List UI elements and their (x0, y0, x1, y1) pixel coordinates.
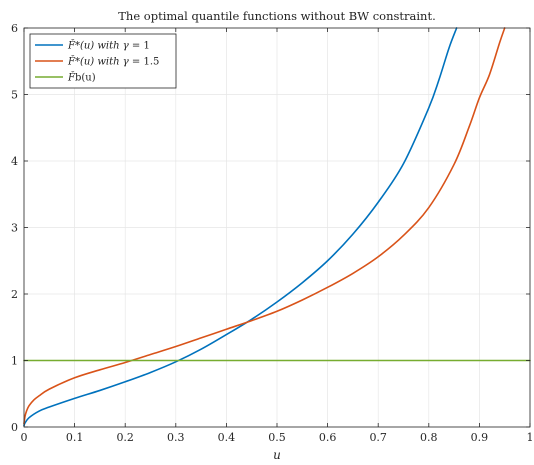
y-tick-label: 5 (11, 89, 18, 102)
x-tick-label: 0.7 (369, 431, 387, 444)
legend-label-3: F̌b(u) (67, 72, 96, 84)
x-tick-label: 0.2 (116, 431, 134, 444)
x-tick-label: 0.5 (268, 431, 286, 444)
series-line-1 (23, 27, 458, 427)
x-tick-label: 0 (21, 431, 28, 444)
x-tick-label: 0.4 (218, 431, 236, 444)
legend-label-2: F̌*(u) with γ = 1.5 (67, 56, 159, 68)
legend: F̌*(u) with γ = 1 F̌*(u) with γ = 1.5 F̌b(… (29, 33, 177, 89)
x-tick-label: 0.6 (319, 431, 337, 444)
legend-label-1: F̌*(u) with γ = 1 (67, 40, 150, 52)
x-tick-label: 0.1 (66, 431, 84, 444)
chart-title: The optimal quantile functions without B… (118, 9, 435, 23)
series-line-2 (23, 27, 506, 425)
y-tick-label: 3 (11, 222, 18, 235)
y-tick-label: 4 (11, 155, 18, 168)
x-tick-label: 0.3 (167, 431, 185, 444)
x-tick-label: 0.8 (420, 431, 438, 444)
axis-ticks: 0 0.1 0.2 0.3 0.4 0.5 0.6 0.7 0.8 0.9 1 0 1 2 3 4 5 6 (11, 22, 534, 444)
y-tick-label: 1 (11, 355, 18, 368)
x-tick-label: 1 (527, 431, 534, 444)
y-tick-label: 6 (11, 22, 18, 35)
x-axis-label: u (273, 448, 281, 462)
y-tick-label: 2 (11, 288, 18, 301)
y-tick-label: 0 (11, 421, 18, 434)
x-tick-label: 0.9 (471, 431, 489, 444)
series-group (23, 27, 531, 427)
